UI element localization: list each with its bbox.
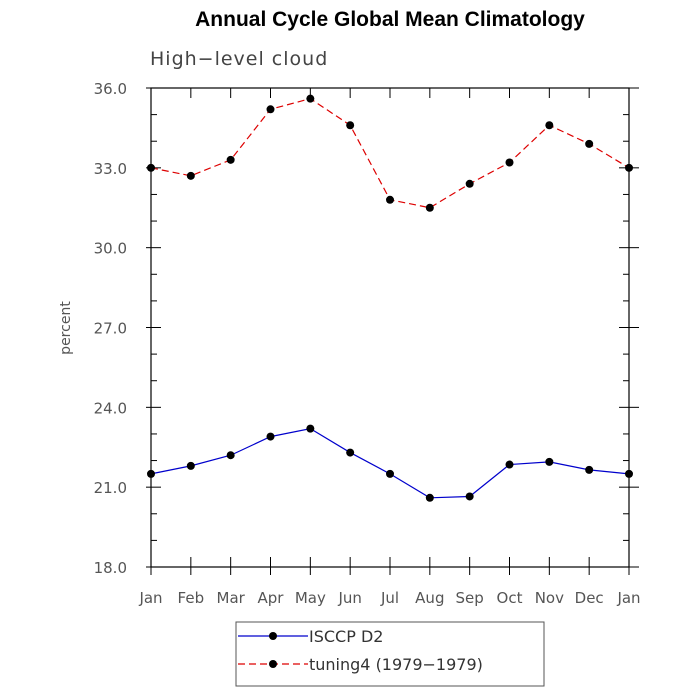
series-group [147, 94, 633, 502]
data-point [226, 451, 235, 460]
chart-subtitle: High−level cloud [150, 48, 329, 70]
data-point [545, 457, 554, 466]
data-point [266, 105, 275, 114]
data-point [386, 469, 394, 478]
data-point [346, 448, 355, 457]
legend: ISCCP D2 tuning4 (1979−1979) [235, 621, 545, 687]
x-tick-label: Nov [535, 589, 564, 607]
legend-marker [269, 660, 277, 668]
data-point [465, 492, 474, 501]
chart-title: Annual Cycle Global Mean Climatology [195, 8, 585, 31]
plot-frame [150, 87, 630, 568]
legend-marker [269, 632, 277, 640]
data-point [545, 121, 554, 130]
y-tick-label: 30.0 [94, 240, 127, 258]
y-tick-label: 21.0 [94, 479, 127, 497]
data-point [306, 94, 315, 103]
x-tick-label: Aug [415, 589, 444, 607]
data-point [147, 469, 155, 478]
legend-entries: ISCCP D2 tuning4 (1979−1979) [238, 627, 483, 674]
x-tick-label: Jan [138, 589, 162, 607]
series-line-1 [150, 97, 630, 209]
data-point [625, 469, 633, 478]
x-axis: Jan Feb Mar Apr May Jun Jul Aug Sep Oct Nov Dec Jan [138, 88, 641, 607]
x-tick-label: Dec [575, 589, 604, 607]
data-point [186, 171, 195, 180]
x-tick-label: Sep [456, 589, 484, 607]
data-point [226, 155, 235, 164]
x-tick-label: Apr [258, 589, 285, 607]
data-point [266, 432, 275, 441]
legend-box [235, 621, 545, 687]
legend-label: ISCCP D2 [309, 627, 383, 646]
x-tick-label: Jul [380, 589, 399, 607]
series-line-0 [150, 427, 630, 499]
x-tick-label: May [295, 589, 326, 607]
data-point [186, 461, 195, 470]
data-point [425, 203, 434, 212]
data-point [585, 139, 594, 148]
y-tick-label: 27.0 [94, 320, 127, 338]
data-point [425, 493, 434, 502]
data-point [505, 460, 514, 469]
y-tick-label: 24.0 [94, 399, 127, 417]
data-point [625, 163, 633, 172]
x-tick-label: Jan [616, 589, 640, 607]
x-tick-label: Feb [178, 589, 205, 607]
y-tick-label: 36.0 [94, 80, 127, 98]
data-point [505, 158, 514, 167]
data-point [306, 424, 315, 433]
x-tick-label: Oct [497, 589, 523, 607]
data-point [386, 195, 394, 204]
y-axis: 18.0 21.0 24.0 27.0 30.0 33.0 36.0 [94, 80, 639, 577]
data-point [346, 121, 355, 130]
legend-label: tuning4 (1979−1979) [309, 655, 483, 674]
x-tick-label: Mar [217, 589, 246, 607]
y-axis-label: percent [58, 301, 74, 355]
y-tick-label: 33.0 [94, 160, 127, 178]
y-tick-label: 18.0 [94, 559, 127, 577]
data-point [585, 465, 594, 474]
x-tick-label: Jun [337, 589, 361, 607]
data-point [147, 163, 155, 172]
data-point [465, 179, 474, 188]
